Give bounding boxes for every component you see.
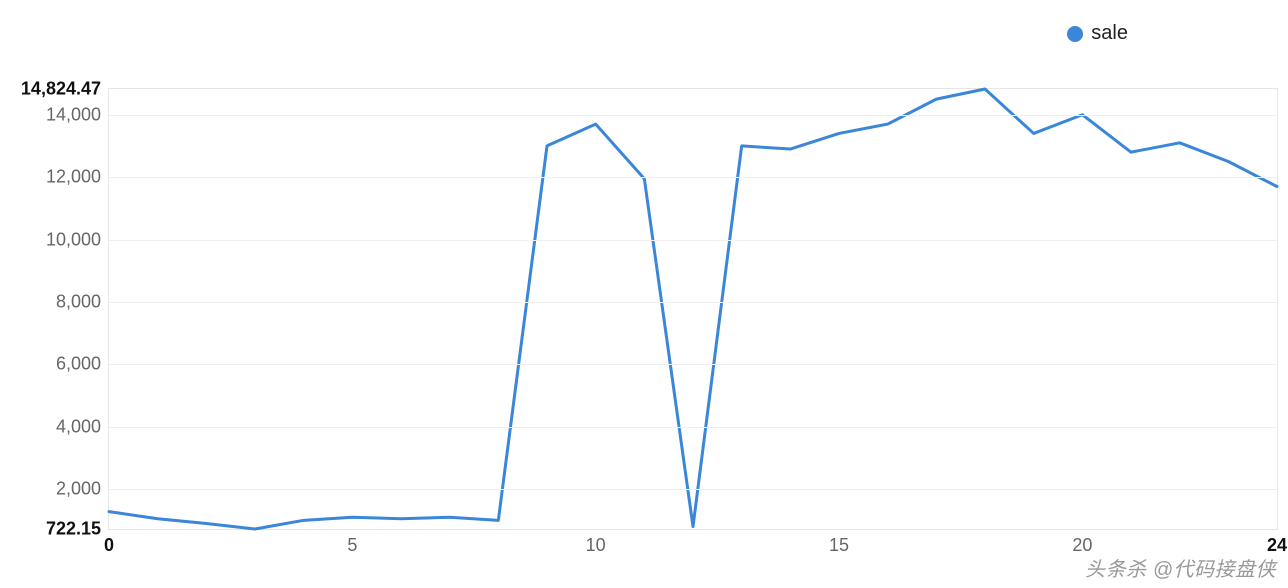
- x-axis-label: 10: [586, 529, 606, 556]
- x-axis-label: 20: [1072, 529, 1092, 556]
- x-axis-label: 0: [104, 529, 114, 556]
- y-axis-label: 10,000: [46, 229, 109, 250]
- y-axis-label: 2,000: [56, 479, 109, 500]
- watermark-text: 头条杀 @代码接盘侠: [1085, 553, 1276, 582]
- gridline: [109, 177, 1277, 178]
- gridline: [109, 364, 1277, 365]
- x-axis-label: 24: [1267, 529, 1287, 556]
- plot-area: 722.152,0004,0006,0008,00010,00012,00014…: [108, 88, 1278, 530]
- y-axis-label: 6,000: [56, 354, 109, 375]
- y-axis-label: 4,000: [56, 416, 109, 437]
- y-axis-label: 14,824.47: [21, 79, 109, 100]
- sale-line-chart: sale 722.152,0004,0006,0008,00010,00012,…: [0, 0, 1288, 588]
- line-series-svg: [109, 89, 1277, 529]
- x-axis-label: 5: [347, 529, 357, 556]
- gridline: [109, 427, 1277, 428]
- gridline: [109, 489, 1277, 490]
- gridline: [109, 302, 1277, 303]
- chart-legend: sale: [1067, 22, 1128, 45]
- gridline: [109, 240, 1277, 241]
- x-axis-label: 15: [829, 529, 849, 556]
- y-axis-label: 722.15: [46, 519, 109, 540]
- y-axis-label: 14,000: [46, 104, 109, 125]
- legend-marker-icon: [1067, 26, 1083, 42]
- y-axis-label: 8,000: [56, 291, 109, 312]
- gridline: [109, 115, 1277, 116]
- y-axis-label: 12,000: [46, 167, 109, 188]
- series-line-sale: [109, 89, 1277, 529]
- legend-label: sale: [1091, 22, 1128, 45]
